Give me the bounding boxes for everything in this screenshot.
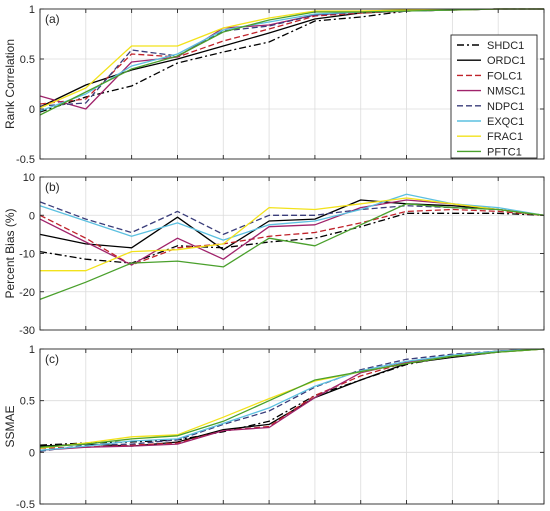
y-axis-title: SSMAE [3,405,17,447]
panel-c: -0.5 0 0.5 1 SSMAE (c) [3,344,545,511]
y-tick-label: 0 [29,210,35,222]
panel-a: -0.5 0 0.5 1 Rank Correlation (a) SHDC1 ORDC1 FO… [3,4,545,166]
series-line-pftc1 [39,8,544,116]
y-tick-label: 1 [29,4,35,16]
legend-box [450,34,538,159]
legend-label-frac1: FRAC1 [487,131,523,143]
y-tick-label: -30 [19,325,35,337]
y-tick-label: 0.5 [20,54,35,66]
series-line-ordc1 [39,199,545,251]
panel-label: (a) [45,12,60,26]
legend-label-pftc1: PFTC1 [487,146,522,158]
series-line-ndpc1 [39,201,545,236]
legend-label-exqc1: EXQC1 [487,116,524,128]
y-tick-label: -0.5 [16,499,35,511]
y-tick-label: -10 [19,249,35,261]
series-line-pftc1 [39,203,545,301]
axes-box [39,8,545,160]
series-line-exqc1 [39,348,545,451]
legend-label-nmsc1: NMSC1 [487,86,526,98]
legend-label-ndpc1: NDPC1 [487,101,524,113]
y-tick-label: 0 [29,104,35,116]
series-line-frac1 [40,197,545,272]
panel-label: (c) [45,352,59,366]
y-tick-label: 10 [23,172,35,184]
y-axis-title: Rank Correlation [3,39,17,129]
legend: SHDC1 ORDC1 FOLC1 NMSC1 NDPC1 EXQC1 FRAC1 PFTC1 [450,34,538,159]
y-tick-label: -0.5 [16,154,35,166]
legend-label-folc1: FOLC1 [487,70,522,82]
y-tick-label: 0.5 [20,396,35,408]
legend-label-shdc1: SHDC1 [487,40,524,52]
y-axis-title: Percent Bias (%) [3,208,17,298]
axes-box [39,348,545,505]
y-tick-label: -20 [19,287,35,299]
panel-b: -30 -20 -10 0 10 Percent Bias (%) (b) [3,172,545,337]
series-line-shdc1 [39,212,545,264]
panel-label: (b) [45,180,60,194]
y-tick-label: 0 [29,447,35,459]
series-line-shdc1 [39,348,545,446]
panels: -0.5 0 0.5 1 Rank Correlation (a) SHDC1 ORDC1 FO… [3,4,545,511]
y-tick-label: 1 [29,344,35,356]
series-line-ndpc1 [39,348,545,452]
series-line-pftc1 [39,348,545,448]
plot-area [40,349,544,504]
legend-label-ordc1: ORDC1 [487,55,526,67]
